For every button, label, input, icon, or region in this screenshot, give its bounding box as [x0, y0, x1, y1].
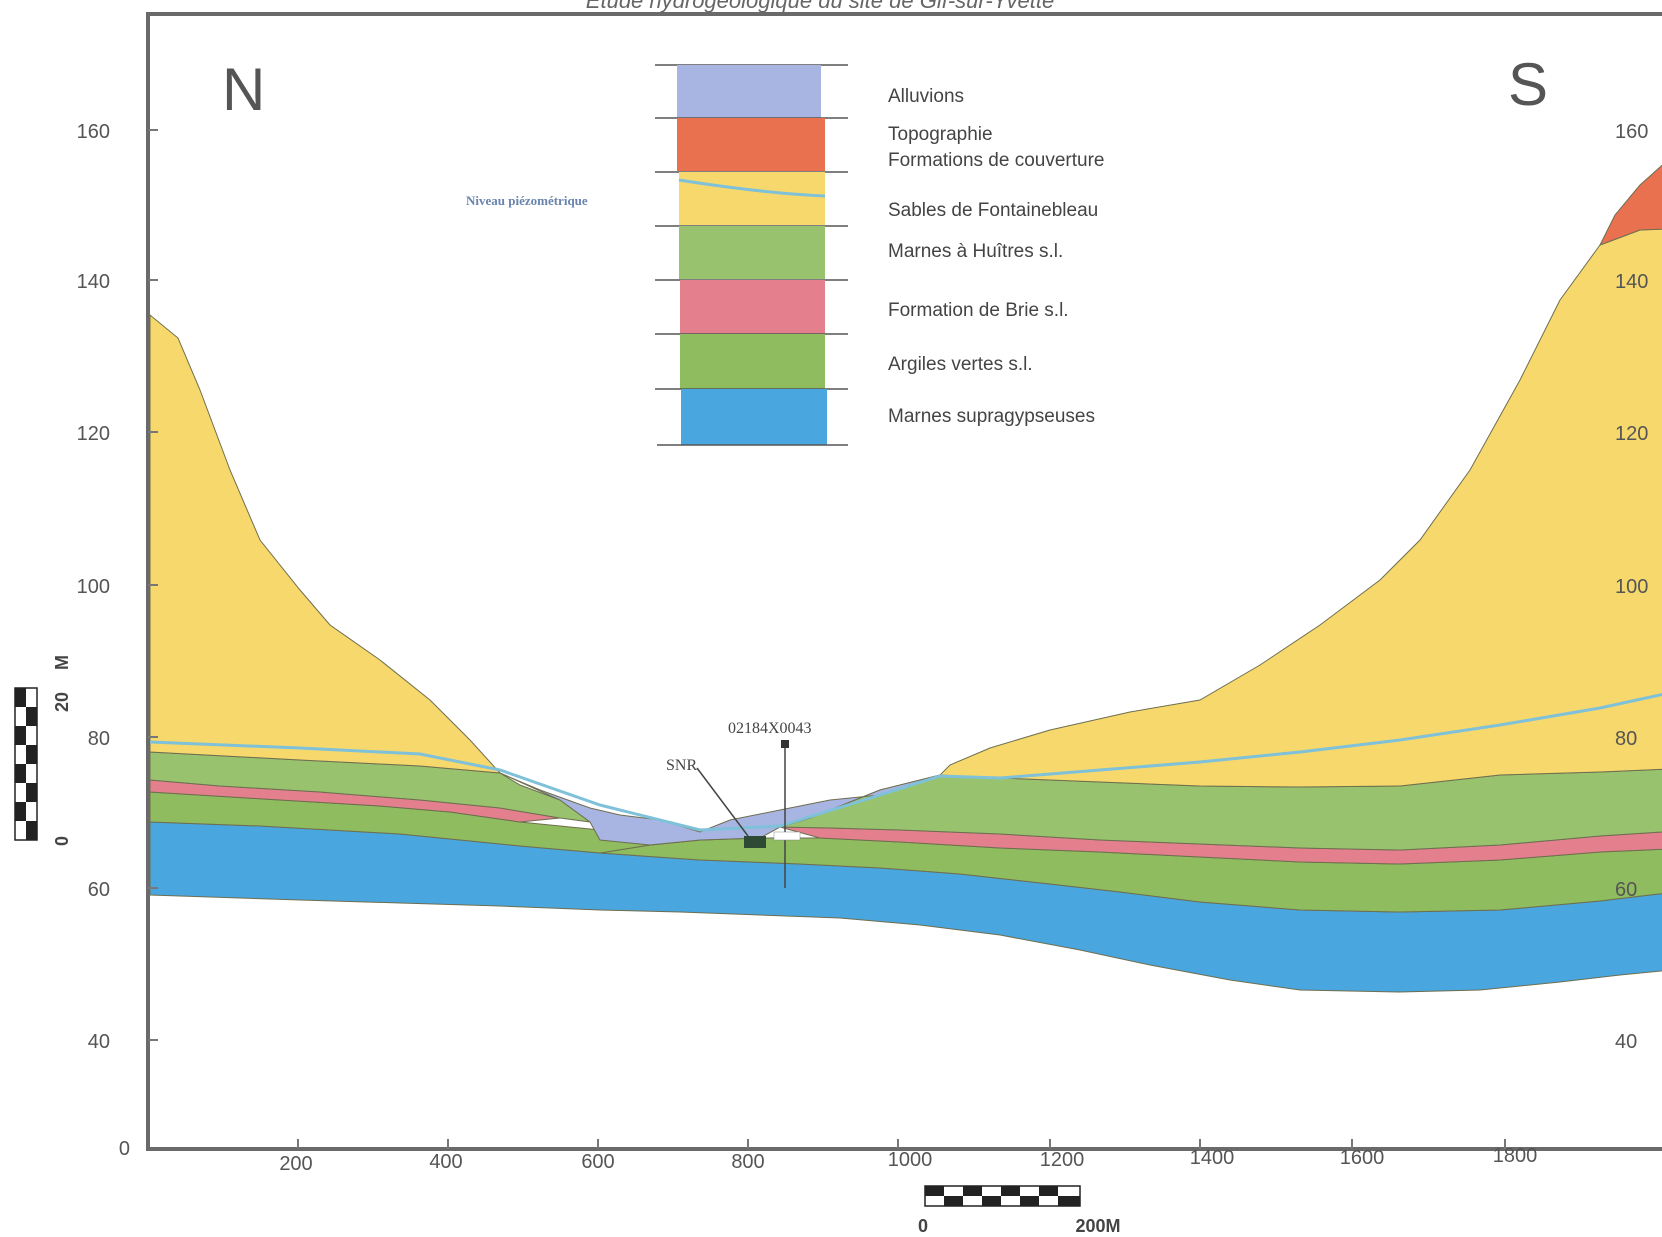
legend-piezometric-line: [678, 178, 826, 198]
legend-swatch-marnes-a-huitres: [679, 226, 825, 279]
y-tick-left-100: 100: [77, 576, 110, 598]
x-tick-800: 800: [731, 1151, 764, 1173]
y-tick-left-140: 140: [77, 271, 110, 293]
formations-de-couverture-right: [1598, 164, 1662, 246]
legend-label-marnes-supragypseuses: Marnes supragypseuses: [888, 406, 1095, 427]
y-tick-right-120: 120: [1615, 423, 1648, 445]
horizontal-scale-zero: 0: [918, 1216, 928, 1236]
piezometric-label: Niveau piézométrique: [466, 193, 588, 208]
legend: Alluvions Topographie Formations de couv…: [655, 64, 1105, 446]
x-tick-1400: 1400: [1190, 1147, 1235, 1169]
x-tick-1000: 1000: [888, 1149, 933, 1171]
legend-label-alluvions: Alluvions: [888, 86, 964, 107]
y-tick-left-120: 120: [77, 423, 110, 445]
piezometric-line: [149, 692, 1662, 832]
legend-swatch-marnes-supragypseuses: [681, 389, 827, 445]
legend-swatch-formations-de-couverture: [677, 118, 825, 171]
plot-frame: [146, 12, 1662, 1151]
borehole: 02184X0043: [728, 720, 812, 888]
y-tick-left-40: 40: [88, 1031, 110, 1053]
sables-de-fontainebleau-left: [149, 313, 502, 774]
snr-label: SNR: [666, 757, 697, 774]
south-label: S: [1508, 51, 1548, 118]
x-tick-1200: 1200: [1040, 1149, 1085, 1171]
sables-de-fontainebleau-right: [938, 228, 1662, 788]
x-tick-200: 200: [279, 1153, 312, 1175]
snr-spring: SNR: [666, 757, 801, 848]
y-tick-marks: [148, 129, 158, 1041]
y-axis-left: 160 140 120 100 80 60 40 0: [77, 121, 130, 1160]
x-tick-1800: 1800: [1493, 1145, 1538, 1167]
borehole-marker: [781, 740, 789, 748]
y-tick-left-60: 60: [88, 879, 110, 901]
legend-label-formations-de-couverture: Formations de couverture: [888, 150, 1105, 171]
y-tick-right-60: 60: [1615, 879, 1637, 901]
legend-label-formation-de-brie: Formation de Brie s.l.: [888, 300, 1069, 321]
x-tick-600: 600: [581, 1151, 614, 1173]
y-tick-right-80: 80: [1615, 728, 1637, 750]
legend-label-argiles-vertes: Argiles vertes s.l.: [888, 354, 1033, 375]
y-tick-right-160: 160: [1615, 121, 1648, 143]
vertical-scale-bar: 0 20 M: [14, 655, 72, 846]
y-tick-left-80: 80: [88, 728, 110, 750]
axis-origin-label: 0: [119, 1138, 130, 1160]
figure-title: Etude hydrogéologique du site de Gif-sur…: [586, 0, 1054, 13]
x-tick-400: 400: [429, 1151, 462, 1173]
vertical-scale-unit: M: [52, 655, 72, 670]
horizontal-scale-value: 200M: [1075, 1216, 1120, 1236]
x-axis: 200 400 600 800 1000 1200 1400 1600 1800: [279, 1139, 1537, 1175]
x-tick-1600: 1600: [1340, 1147, 1385, 1169]
vertical-scale-zero: 0: [52, 836, 72, 846]
snr-marker: [744, 836, 766, 848]
legend-label-sables-de-fontainebleau: Sables de Fontainebleau: [888, 200, 1098, 221]
legend-label-marnes-a-huitres: Marnes à Huîtres s.l.: [888, 241, 1063, 262]
legend-swatch-alluvions: [677, 65, 821, 118]
legend-label-topographie: Topographie: [888, 124, 993, 145]
legend-swatch-formation-de-brie: [680, 280, 825, 334]
y-axis-right: 160 140 120 100 80 60 40: [1615, 121, 1648, 1053]
y-tick-right-100: 100: [1615, 576, 1648, 598]
horizontal-scale-bar: 0 200M: [918, 1185, 1121, 1236]
y-tick-right-140: 140: [1615, 271, 1648, 293]
y-tick-right-40: 40: [1615, 1031, 1637, 1053]
north-label: N: [222, 56, 265, 123]
legend-swatch-sables-de-fontainebleau: [679, 172, 825, 225]
vertical-scale-value: 20: [52, 692, 72, 712]
alluvions-valley: [499, 772, 941, 846]
legend-swatch-argiles-vertes: [680, 334, 825, 389]
y-tick-left-160: 160: [77, 121, 110, 143]
borehole-label: 02184X0043: [728, 720, 812, 737]
